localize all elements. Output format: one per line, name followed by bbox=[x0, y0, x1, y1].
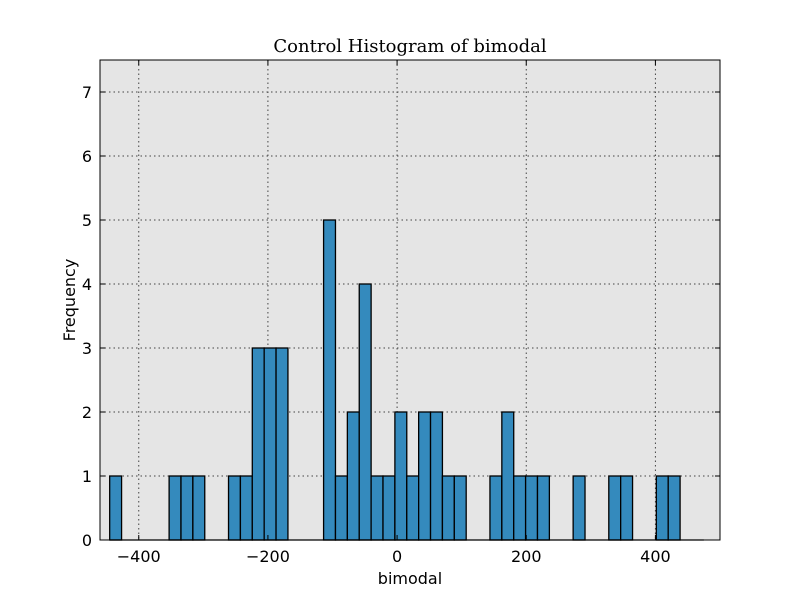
histogram-bar bbox=[227, 475, 242, 541]
histogram-bar bbox=[334, 475, 349, 541]
histogram-bar bbox=[370, 475, 384, 541]
histogram-bar bbox=[489, 475, 503, 541]
histogram-bars bbox=[109, 219, 704, 541]
plot-background bbox=[100, 60, 720, 540]
histogram-bar bbox=[620, 475, 634, 541]
y-tick-label: 1 bbox=[82, 467, 92, 486]
histogram-bar bbox=[109, 475, 123, 541]
histogram-bar bbox=[192, 475, 206, 541]
x-tick-label: −200 bbox=[246, 547, 290, 566]
y-tick-label: 4 bbox=[82, 275, 92, 294]
histogram-bar bbox=[180, 475, 194, 541]
histogram-bar bbox=[655, 475, 669, 541]
x-tick-label: 200 bbox=[511, 547, 542, 566]
histogram-bar bbox=[251, 347, 265, 541]
y-tick-label: 5 bbox=[82, 211, 92, 230]
histogram-bar bbox=[358, 283, 372, 541]
histogram-bar bbox=[275, 347, 289, 541]
histogram-bar bbox=[453, 475, 467, 541]
y-tick-label: 3 bbox=[82, 339, 92, 358]
histogram-bar bbox=[524, 475, 539, 541]
y-axis-label: Frequency bbox=[60, 259, 79, 342]
y-tick-label: 2 bbox=[82, 403, 92, 422]
histogram-bar bbox=[418, 411, 432, 541]
histogram-bar bbox=[406, 475, 420, 541]
histogram-bar bbox=[441, 475, 455, 541]
histogram-bar bbox=[168, 475, 182, 541]
x-tick-label: 400 bbox=[640, 547, 671, 566]
x-tick-label: −400 bbox=[117, 547, 161, 566]
histogram-bar bbox=[346, 411, 360, 541]
histogram-bar bbox=[572, 475, 586, 541]
y-tick-label: 0 bbox=[82, 531, 92, 550]
y-tick-label: 7 bbox=[82, 83, 92, 102]
histogram-bar bbox=[239, 475, 253, 541]
histogram-bar bbox=[382, 475, 396, 541]
histogram-bar bbox=[513, 475, 527, 541]
histogram-bar bbox=[501, 411, 515, 541]
plot-frame bbox=[99, 59, 721, 541]
y-tick-label: 6 bbox=[82, 147, 92, 166]
histogram-bar bbox=[263, 347, 277, 541]
histogram-bar bbox=[608, 475, 622, 541]
histogram-bar bbox=[667, 475, 681, 541]
grid-lines bbox=[100, 60, 720, 541]
histogram-bar bbox=[429, 411, 444, 541]
axis-ticks: −400 −200 0 200 400 0 1 2 3 4 5 6 7 bbox=[82, 60, 720, 566]
histogram-bar bbox=[536, 475, 551, 541]
x-tick-label: 0 bbox=[392, 547, 402, 566]
histogram-bar bbox=[394, 411, 408, 541]
x-axis-label: bimodal bbox=[378, 569, 442, 588]
histogram-bar bbox=[322, 219, 337, 541]
chart-title: Control Histogram of bimodal bbox=[273, 36, 546, 57]
